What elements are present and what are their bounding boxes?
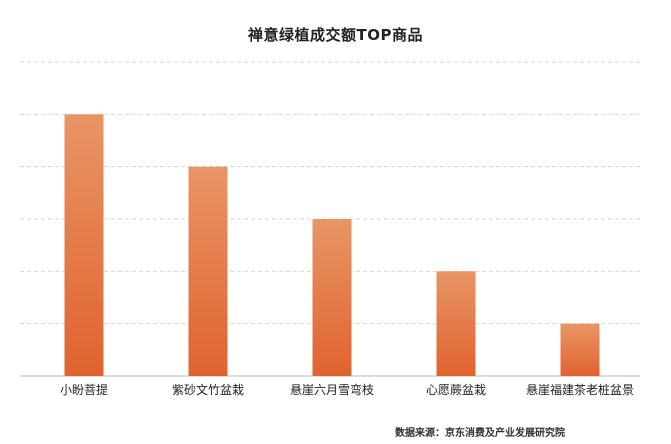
bar-1: [64, 114, 104, 376]
bar-3: [312, 219, 352, 376]
category-label-1: 小盼菩提: [60, 382, 108, 397]
bar-2: [188, 166, 228, 376]
bars: [64, 114, 600, 376]
category-label-4: 心愿蕨盆栽: [426, 383, 486, 397]
category-label-3: 悬崖六月雪弯枝: [290, 382, 374, 397]
category-label-5: 悬崖福建茶老桩盆景: [526, 382, 634, 397]
category-labels: 小盼菩提 紫砂文竹盆栽 悬崖六月雪弯枝 心愿蕨盆栽 悬崖福建茶老桩盆景: [60, 382, 634, 397]
chart-title: 禅意绿植成交额TOP商品: [248, 26, 423, 44]
category-label-2: 紫砂文竹盆栽: [172, 382, 244, 397]
source-note: 数据来源：京东消费及产业发展研究院: [395, 428, 565, 439]
bar-5: [560, 323, 600, 376]
bar-4: [436, 271, 476, 376]
